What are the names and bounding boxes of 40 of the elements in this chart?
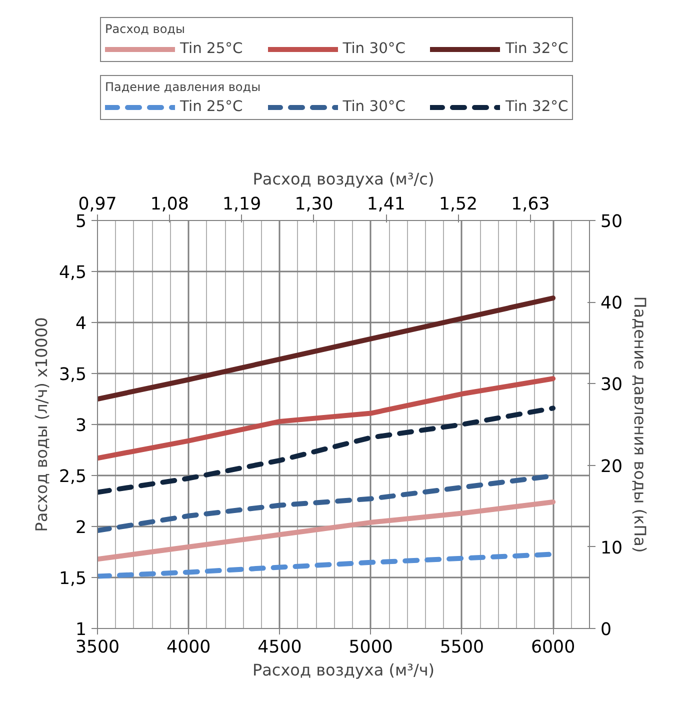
legend-label: Tin 32°C	[505, 40, 568, 57]
x2-tick-label: 1,52	[439, 194, 478, 214]
x-axis-title: Расход воздуха (м³/ч)	[252, 660, 435, 680]
y-tick-label: 2,5	[58, 467, 87, 487]
x-tick-label: 6000	[531, 638, 576, 658]
x2-axis-title: Расход воздуха (м³/с)	[252, 170, 434, 188]
x-tick-label: 4500	[258, 638, 302, 658]
x2-tick-label: 1,08	[150, 194, 189, 214]
y-tick-label: 3	[75, 416, 87, 436]
y-tick-label: 5	[75, 212, 87, 232]
legend-label: Tin 30°C	[342, 98, 406, 115]
y2-tick-label: 30	[600, 375, 623, 396]
y2-tick-label: 10	[600, 538, 623, 558]
y-tick-label: 2	[75, 518, 87, 538]
text: Расход воды	[105, 22, 185, 36]
x-tick-label: 4000	[166, 638, 211, 658]
legend-label: Tin 32°C	[505, 98, 568, 115]
legend-label: Tin 30°C	[342, 40, 406, 57]
y-axis-title: Расход воды (л/ч) x10000	[32, 317, 51, 532]
legend-label: Tin 25°C	[180, 40, 243, 57]
x2-tick-label: 1,30	[294, 194, 334, 214]
y2-tick-label: 50	[600, 212, 623, 232]
y-tick-label: 3,5	[58, 365, 87, 385]
x2-tick-label: 1,19	[222, 194, 262, 214]
y-tick-label: 1	[75, 620, 87, 640]
x2-tick-label: 1,63	[511, 194, 550, 214]
legend-label: Tin 25°C	[180, 98, 243, 115]
y-tick-label: 4,5	[58, 263, 87, 283]
y-tick-label: 1,5	[58, 569, 87, 589]
y2-tick-label: 20	[600, 456, 623, 477]
y2-axis-title: Падение давления воды (кПа)	[630, 296, 650, 553]
y2-tick-label: 40	[600, 294, 623, 314]
x-tick-label: 5000	[348, 638, 393, 658]
x2-tick-label: 0,97	[78, 194, 117, 214]
x-tick-label: 3500	[75, 638, 120, 658]
y2-tick-label: 0	[600, 620, 612, 640]
text: Падение давления воды	[105, 80, 261, 94]
y-tick-label: 4	[75, 314, 87, 334]
x-tick-label: 5500	[440, 638, 484, 658]
x2-tick-label: 1,41	[366, 194, 406, 214]
